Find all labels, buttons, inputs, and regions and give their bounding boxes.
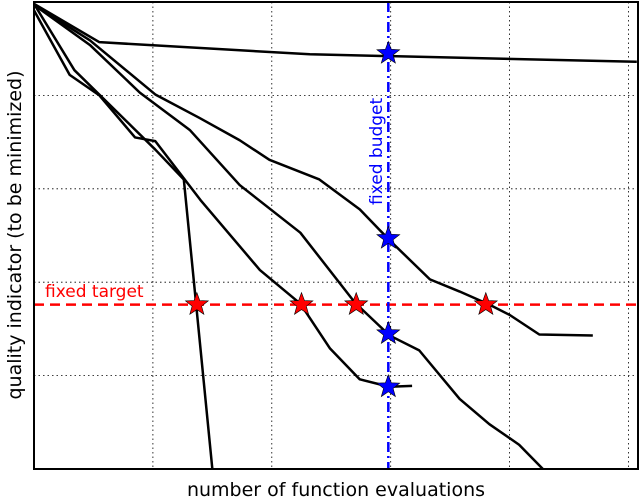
fixed-target-star [343,291,369,316]
x-axis-label: number of function evaluations [187,479,485,498]
fixed-budget-label: fixed budget [367,97,387,205]
y-axis-label: quality indicator (to be minimized) [4,70,26,399]
series-line-3 [32,9,413,389]
fixed-budget-star [376,40,401,64]
fixed-budget-star [376,225,401,249]
fixed-target-star [289,291,314,316]
fixed-budget-star [376,320,401,345]
fixed-target-star [184,291,210,316]
series-line-4 [33,3,544,470]
fixed-budget-star [376,373,401,398]
series-line-2 [32,3,214,470]
markers [34,2,638,469]
series-line-1 [33,2,637,64]
grid [34,2,638,469]
series-line-5 [33,3,593,337]
series-lines [32,2,637,470]
fixed-target-star [473,291,499,316]
plot-frame [33,1,639,470]
fixed-target-label: fixed target [45,282,144,302]
